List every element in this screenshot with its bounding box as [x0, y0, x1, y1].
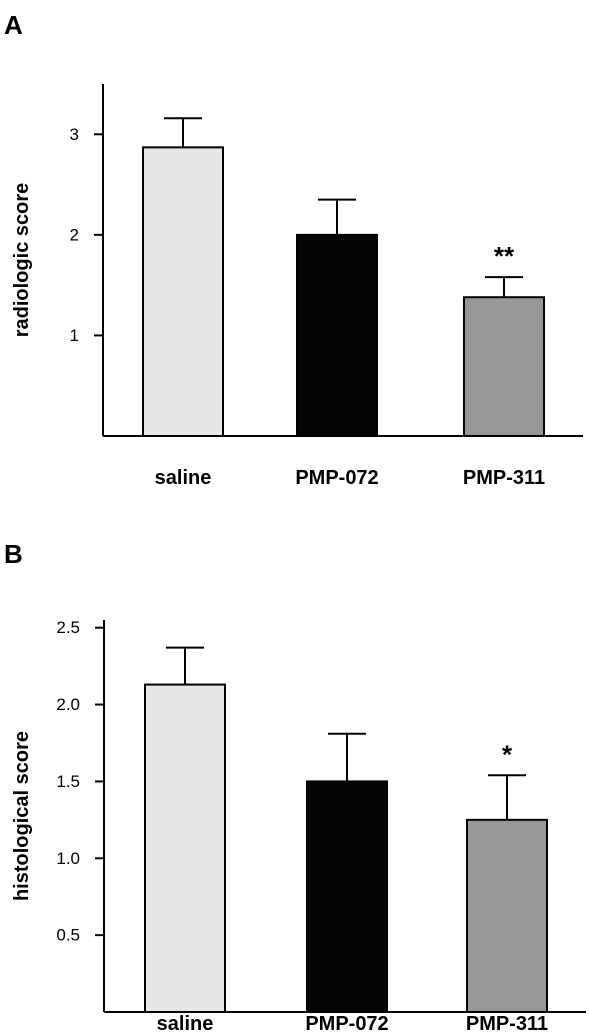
panel-b: B histological score saline PMP-072 PMP-31… — [4, 539, 586, 1035]
panel-a-significance-2: ** — [494, 241, 515, 271]
panel-a-y-axis-title: radiologic score — [11, 183, 33, 338]
panel-b-bar-1 — [306, 780, 388, 1013]
panel-b-y-tick-label-1: 1.0 — [56, 849, 80, 868]
panel-a-bar-1 — [296, 233, 378, 437]
panel-a-category-label-2: PMP-311 — [463, 467, 545, 489]
panel-b-y-tick-label-0: 0.5 — [56, 926, 80, 945]
panel-a-bar-0 — [142, 146, 224, 438]
panel-b-category-label-2: PMP-311 — [466, 1013, 548, 1035]
panel-b-bar-0 — [144, 683, 226, 1013]
panel-b-y-tick-label-3: 2.0 — [56, 695, 80, 714]
panel-b-y-tick-label-2: 1.5 — [56, 772, 80, 791]
panel-a-category-label-1: PMP-072 — [295, 467, 378, 489]
panel-a-y-tick-label-1: 2 — [70, 225, 79, 244]
panel-b-y-tick-label-4: 2.5 — [56, 618, 80, 637]
panel-a-letter: A — [4, 10, 23, 40]
panel-a-y-tick-label-2: 3 — [70, 125, 79, 144]
panel-a-y-tick-label-0: 1 — [70, 326, 79, 345]
panel-a: A radiologic score saline PMP-072 PMP-311 *… — [4, 10, 583, 489]
panel-b-y-axis-title: histological score — [11, 731, 33, 901]
panel-b-bar-2 — [466, 818, 548, 1013]
panel-b-letter: B — [4, 539, 23, 569]
panel-a-category-label-0: saline — [155, 467, 212, 489]
panel-b-category-label-1: PMP-072 — [305, 1013, 388, 1035]
panel-b-significance-2: * — [502, 739, 513, 769]
panel-b-category-label-0: saline — [157, 1013, 214, 1035]
panel-a-bar-2 — [463, 296, 545, 437]
